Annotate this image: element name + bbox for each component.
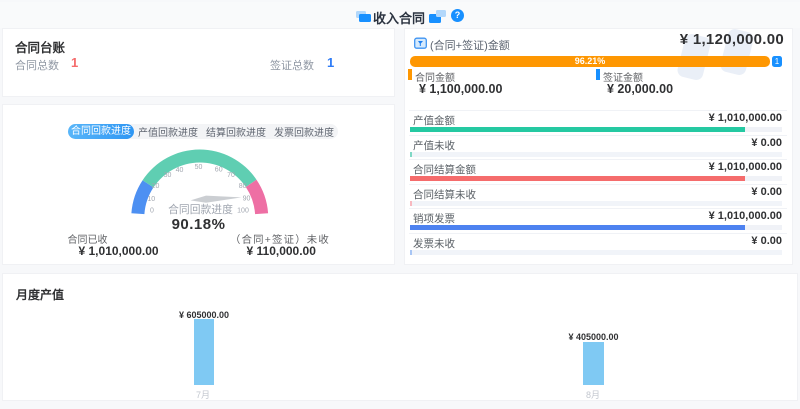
svg-text:20: 20 (152, 183, 160, 190)
svg-text:60: 60 (215, 167, 223, 174)
svg-text:100: 100 (237, 208, 249, 215)
svg-text:70: 70 (227, 172, 235, 179)
svg-text:80: 80 (239, 183, 247, 190)
svg-text:30: 30 (164, 172, 172, 179)
svg-text:合同回款进度: 合同回款进度 (168, 202, 233, 216)
svg-text:50: 50 (195, 164, 203, 171)
svg-text:10: 10 (147, 196, 155, 203)
svg-text:90: 90 (243, 195, 251, 202)
svg-text:0: 0 (150, 207, 154, 214)
svg-text:40: 40 (176, 167, 184, 174)
